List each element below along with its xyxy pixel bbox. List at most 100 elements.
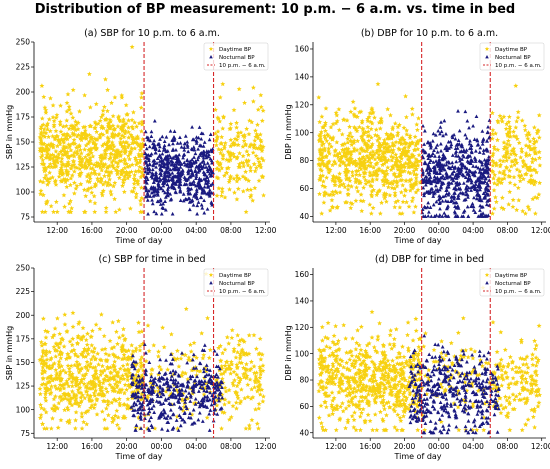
daytime-point bbox=[317, 177, 322, 182]
daytime-point bbox=[52, 135, 58, 141]
daytime-point bbox=[86, 159, 92, 165]
nocturnal-point bbox=[155, 178, 160, 183]
daytime-point bbox=[70, 87, 76, 93]
nocturnal-point bbox=[161, 181, 165, 185]
nocturnal-point bbox=[183, 388, 188, 393]
daytime-point bbox=[382, 193, 388, 199]
daytime-point bbox=[499, 383, 505, 388]
nocturnal-point bbox=[161, 188, 166, 193]
daytime-point bbox=[499, 180, 505, 186]
daytime-point bbox=[249, 417, 255, 423]
daytime-point bbox=[327, 207, 333, 213]
daytime-point bbox=[359, 147, 365, 153]
nocturnal-point bbox=[207, 411, 212, 416]
panel-title: (a) SBP for 10 p.m. to 6 a.m. bbox=[84, 28, 220, 39]
daytime-point bbox=[253, 134, 259, 140]
daytime-point bbox=[219, 134, 225, 140]
daytime-point bbox=[235, 186, 241, 191]
daytime-point bbox=[231, 176, 237, 181]
daytime-point bbox=[52, 179, 58, 185]
nocturnal-point bbox=[205, 150, 210, 155]
daytime-point bbox=[383, 199, 389, 204]
daytime-point bbox=[367, 150, 373, 156]
daytime-point bbox=[66, 142, 72, 147]
daytime-point bbox=[219, 189, 225, 195]
nocturnal-point bbox=[161, 408, 166, 412]
daytime-point bbox=[257, 161, 263, 167]
nocturnal-point bbox=[189, 186, 194, 191]
daytime-point bbox=[240, 188, 246, 194]
nocturnal-point bbox=[439, 148, 443, 153]
daytime-point bbox=[388, 167, 394, 172]
nocturnal-point bbox=[160, 427, 164, 431]
y-tick-label: 40 bbox=[299, 428, 309, 437]
daytime-point bbox=[253, 153, 259, 159]
daytime-point bbox=[94, 411, 100, 417]
daytime-point bbox=[360, 126, 366, 131]
daytime-point bbox=[62, 312, 68, 317]
daytime-point bbox=[55, 425, 61, 430]
daytime-point bbox=[119, 125, 125, 130]
daytime-point bbox=[229, 327, 235, 333]
y-tick-label: 225 bbox=[16, 287, 31, 296]
nocturnal-point bbox=[186, 190, 191, 194]
daytime-point bbox=[160, 325, 166, 330]
daytime-point bbox=[510, 197, 516, 203]
nocturnal-point bbox=[462, 208, 467, 213]
daytime-point bbox=[60, 124, 66, 129]
daytime-point bbox=[347, 178, 353, 183]
daytime-point bbox=[81, 187, 87, 192]
nocturnal-point bbox=[438, 206, 442, 211]
daytime-point bbox=[135, 181, 141, 187]
daytime-point bbox=[67, 182, 73, 188]
nocturnal-point bbox=[207, 152, 211, 157]
nocturnal-point bbox=[178, 141, 183, 145]
daytime-point bbox=[80, 325, 86, 331]
daytime-point bbox=[455, 330, 461, 335]
nocturnal-point bbox=[194, 135, 199, 139]
daytime-point bbox=[395, 130, 401, 135]
daytime-point bbox=[359, 208, 365, 214]
daytime-point bbox=[66, 144, 72, 150]
daytime-point bbox=[358, 324, 364, 329]
nocturnal-point bbox=[456, 109, 460, 113]
nocturnal-point bbox=[199, 143, 204, 148]
daytime-point bbox=[237, 355, 243, 361]
nocturnal-point bbox=[456, 138, 461, 142]
daytime-point bbox=[342, 153, 348, 158]
nocturnal-point bbox=[171, 377, 176, 382]
daytime-point bbox=[515, 185, 521, 191]
daytime-point bbox=[220, 114, 226, 119]
daytime-point bbox=[38, 124, 44, 129]
daytime-point bbox=[133, 157, 139, 163]
nocturnal-point bbox=[178, 182, 183, 187]
daytime-point bbox=[514, 136, 520, 142]
y-tick-label: 75 bbox=[20, 429, 30, 438]
daytime-point bbox=[386, 148, 391, 154]
daytime-point bbox=[115, 160, 121, 166]
legend-label: Nocturnal BP bbox=[495, 55, 531, 61]
daytime-point bbox=[110, 123, 116, 128]
daytime-point bbox=[63, 179, 69, 185]
nocturnal-point bbox=[170, 159, 175, 164]
nocturnal-point bbox=[439, 129, 444, 134]
daytime-point bbox=[504, 121, 510, 127]
daytime-point bbox=[537, 155, 542, 161]
daytime-point bbox=[342, 169, 348, 174]
nocturnal-point bbox=[152, 118, 157, 123]
panel-title: (b) DBP for 10 p.m. to 6 a.m. bbox=[361, 28, 498, 39]
figure-title: Distribution of BP measurement: 10 p.m. … bbox=[34, 2, 516, 17]
daytime-point bbox=[117, 118, 123, 124]
daytime-point bbox=[73, 185, 79, 191]
nocturnal-point bbox=[158, 167, 163, 172]
daytime-point bbox=[56, 174, 62, 179]
daytime-point bbox=[371, 164, 377, 170]
daytime-point bbox=[357, 150, 363, 156]
nocturnal-point bbox=[190, 171, 195, 175]
daytime-point bbox=[413, 140, 419, 146]
daytime-point bbox=[490, 153, 496, 158]
daytime-point bbox=[53, 162, 59, 168]
daytime-point bbox=[333, 372, 339, 378]
daytime-point bbox=[402, 145, 408, 150]
